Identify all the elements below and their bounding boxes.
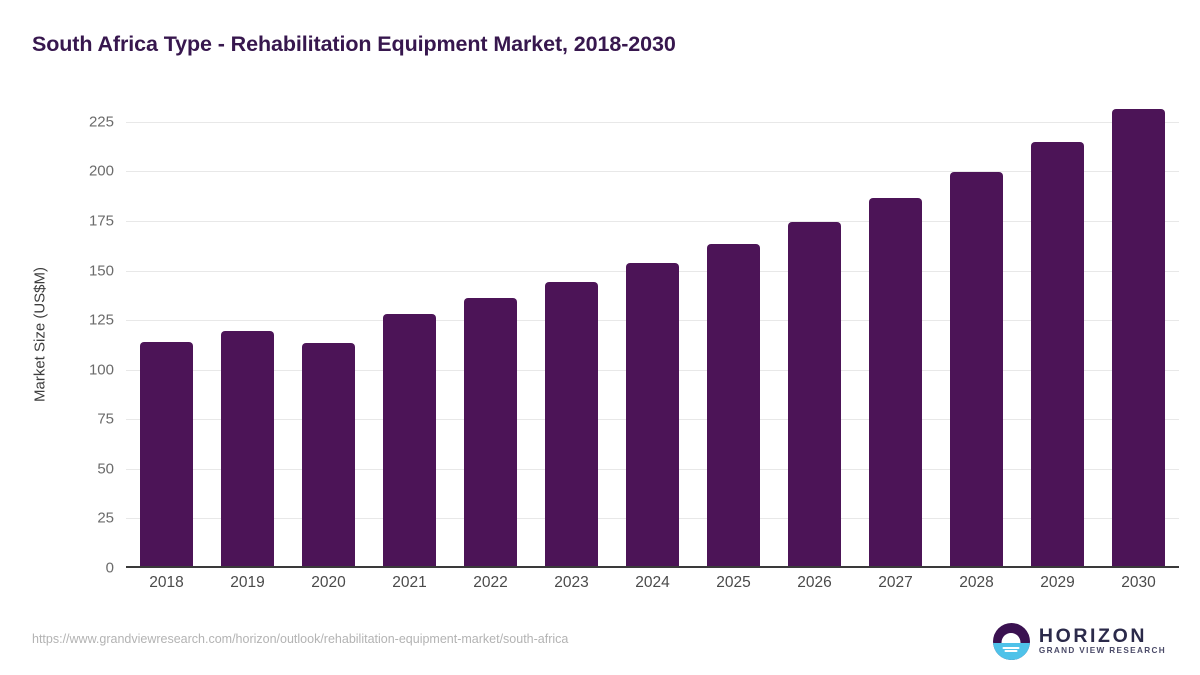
bar[interactable] bbox=[302, 342, 355, 566]
source-url[interactable]: https://www.grandviewresearch.com/horizo… bbox=[32, 632, 569, 646]
y-axis-tick: 175 bbox=[88, 212, 114, 230]
bar[interactable] bbox=[221, 331, 274, 566]
bar-slot bbox=[1017, 96, 1098, 566]
x-axis-tick: 2025 bbox=[716, 574, 751, 591]
bar-series bbox=[126, 96, 1179, 566]
x-axis-line bbox=[126, 566, 1179, 568]
x-axis-tick: 2021 bbox=[392, 574, 427, 591]
logo-wordmark: HORIZON bbox=[1038, 624, 1148, 647]
bar[interactable] bbox=[707, 244, 760, 566]
bar[interactable] bbox=[464, 297, 517, 566]
gridline bbox=[126, 171, 1179, 173]
x-axis-tick: 2030 bbox=[1121, 574, 1156, 591]
gridline bbox=[126, 121, 1179, 123]
gridline bbox=[126, 220, 1179, 222]
y-axis-tick: 0 bbox=[105, 559, 114, 577]
bar[interactable] bbox=[869, 198, 922, 566]
bar-slot bbox=[774, 96, 855, 566]
x-axis-tick: 2023 bbox=[554, 574, 589, 591]
x-axis-tick: 2020 bbox=[311, 574, 346, 591]
chart-card: South Africa Type - Rehabilitation Equip… bbox=[8, 8, 1192, 667]
y-axis-tick-labels: 0 25 50 75 100 125 150 175 200 225 bbox=[48, 96, 114, 576]
y-axis-tick: 200 bbox=[88, 162, 114, 180]
bar-slot bbox=[693, 96, 774, 566]
x-axis-tick: 2029 bbox=[1040, 574, 1075, 591]
bar[interactable] bbox=[383, 313, 436, 566]
bar[interactable] bbox=[788, 222, 841, 566]
y-axis-tick: 150 bbox=[88, 262, 114, 280]
bar-slot bbox=[531, 96, 612, 566]
bar[interactable] bbox=[545, 281, 598, 566]
horizon-logo[interactable]: HORIZON GRAND VIEW RESEARCH bbox=[992, 620, 1166, 662]
bar-slot bbox=[207, 96, 288, 566]
y-axis-tick: 75 bbox=[97, 410, 114, 428]
x-axis-tick: 2024 bbox=[635, 574, 670, 591]
bar[interactable] bbox=[1031, 142, 1084, 566]
bar-slot bbox=[288, 96, 369, 566]
x-axis-tick-labels: 2018 2019 2020 2021 2022 2023 2024 2025 2026 2027… bbox=[126, 574, 1179, 592]
bar-slot bbox=[1098, 96, 1179, 566]
logo-text: HORIZON GRAND VIEW RESEARCH bbox=[1038, 624, 1166, 657]
bar-slot bbox=[936, 96, 1017, 566]
bar[interactable] bbox=[1112, 108, 1165, 566]
y-axis-title: Market Size (US$M) bbox=[31, 266, 49, 403]
bar-slot bbox=[612, 96, 693, 566]
bar-slot bbox=[369, 96, 450, 566]
bar-slot bbox=[126, 96, 207, 566]
bar[interactable] bbox=[140, 342, 193, 566]
horizon-sun-icon bbox=[992, 622, 1030, 660]
plot-area: Market Size (US$M) 0 25 50 75 100 125 150 175 20… bbox=[8, 96, 1192, 616]
y-axis-tick: 125 bbox=[88, 311, 114, 329]
x-axis-tick: 2018 bbox=[149, 574, 184, 591]
y-axis-tick: 50 bbox=[97, 460, 114, 478]
y-axis-tick: 100 bbox=[88, 361, 114, 379]
bar-slot bbox=[450, 96, 531, 566]
x-axis-tick: 2028 bbox=[959, 574, 994, 591]
x-axis-tick: 2022 bbox=[473, 574, 508, 591]
page-title: South Africa Type - Rehabilitation Equip… bbox=[32, 32, 676, 56]
x-axis-tick: 2026 bbox=[797, 574, 832, 591]
x-axis-tick: 2019 bbox=[230, 574, 265, 591]
x-axis-tick: 2027 bbox=[878, 574, 913, 591]
bar[interactable] bbox=[950, 171, 1003, 566]
bar[interactable] bbox=[626, 263, 679, 566]
logo-tagline: GRAND VIEW RESEARCH bbox=[1038, 646, 1166, 656]
y-axis-tick: 25 bbox=[97, 509, 114, 527]
grid-and-bars bbox=[126, 96, 1179, 568]
y-axis-tick: 225 bbox=[88, 113, 114, 131]
bar-slot bbox=[855, 96, 936, 566]
